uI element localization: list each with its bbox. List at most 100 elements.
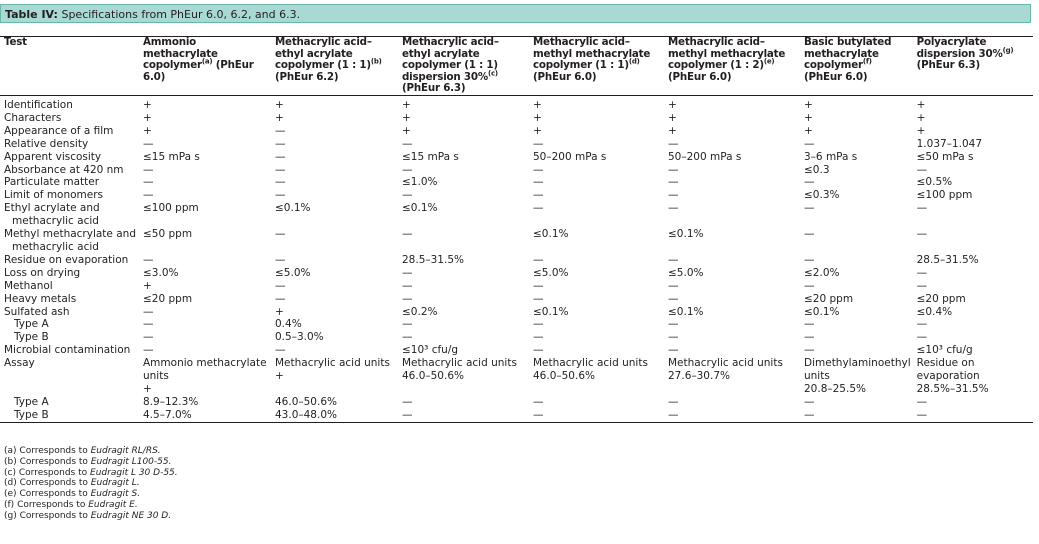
row-label: Loss on drying: [4, 266, 81, 279]
footnote-mark: (b): [4, 456, 17, 467]
table-head: Test Ammonio methacrylate copolymer(a) (P…: [0, 36, 1033, 96]
cell: —: [143, 253, 154, 266]
row-label: Apparent viscosity: [4, 150, 102, 163]
cell-line: Methacrylic acid units: [533, 357, 648, 370]
cell: +: [668, 111, 677, 124]
cell: —: [804, 279, 815, 292]
cell: ≤0.1%: [668, 305, 704, 318]
cell: —: [804, 228, 815, 241]
cell: —: [804, 318, 815, 331]
cell: ≤100 ppm: [916, 189, 973, 202]
cell: ≤50 mPa s: [916, 150, 974, 163]
table-row: Microbial contamination — — ≤10³ cfu/g — — — ≤1…: [0, 344, 1033, 357]
cell: —: [533, 318, 544, 331]
cell: —: [533, 176, 544, 189]
cell: ≤10³ cfu/g: [402, 344, 459, 357]
table-row: Identification + + + + + + +: [0, 96, 1033, 112]
cell: 50–200 mPa s: [668, 150, 742, 163]
cell: —: [143, 344, 154, 357]
footnote-mark: (f): [4, 499, 15, 510]
footnote-text: Corresponds to: [17, 499, 86, 510]
row-label: Limit of monomers: [4, 189, 104, 202]
row-label: Sulfated ash: [4, 305, 70, 318]
cell: —: [143, 176, 154, 189]
cell: +: [804, 124, 813, 137]
cell: Methacrylic acid units +: [271, 357, 398, 396]
footnotes: (a) Corresponds to Eudragit RL/RS. (b) Co…: [4, 446, 178, 522]
cell: +: [143, 99, 152, 111]
cell: ≤5.0%: [668, 266, 704, 279]
footnote-mark: (a): [4, 446, 17, 456]
cell: ≤15 mPa s: [402, 150, 459, 163]
table-title: Table IV: Specifications from PhEur 6.0,…: [0, 4, 1031, 23]
table-row: Sulfated ash — + ≤0.2% ≤0.1% ≤0.1% ≤0.1% ≤0.4%: [0, 306, 1033, 319]
table-row: Assay Ammonio methacrylate units + Methacry…: [0, 357, 1033, 396]
cell: —: [275, 150, 286, 163]
column-name: Ammonio methacrylate copolymer: [143, 36, 218, 72]
cell: —: [275, 189, 286, 202]
cell: +: [275, 305, 284, 318]
edition: (PhEur 6.0): [533, 70, 597, 83]
footnote-product: Eudragit RL/RS.: [90, 446, 161, 456]
footnote-text: Corresponds to: [19, 456, 88, 467]
cell: —: [916, 202, 928, 215]
footnote-product: Eudragit E.: [88, 499, 138, 510]
cell-line: +: [143, 382, 152, 395]
footnote-product: Eudragit L.: [90, 478, 140, 489]
cell: —: [668, 292, 679, 305]
cell: +: [143, 111, 152, 124]
cell: +: [804, 111, 813, 124]
table-row: Absorbance at 420 nm — — — — — ≤0.3 —: [0, 164, 1033, 177]
cell: 0.5–3.0%: [275, 331, 324, 344]
row-label: Residue on evaporation: [4, 253, 129, 266]
cell: ≤20 ppm: [143, 292, 193, 305]
cell: —: [533, 163, 544, 176]
cell: —: [402, 292, 413, 305]
cell: ≤3.0%: [143, 266, 179, 279]
cell: —: [668, 137, 679, 150]
footnote-product: Eudragit NE 30 D.: [90, 510, 172, 521]
cell: —: [668, 176, 679, 189]
cell: —: [402, 318, 413, 331]
footnote: (g) Corresponds to Eudragit NE 30 D.: [4, 511, 178, 522]
cell: —: [533, 189, 544, 202]
cell: ≤10³ cfu/g: [916, 344, 973, 357]
cell: +: [402, 99, 411, 111]
cell: —: [533, 292, 544, 305]
row-label: Relative density: [4, 137, 89, 150]
cell: —: [402, 137, 413, 150]
row-label: Absorbance at 420 nm: [4, 163, 124, 176]
cell-line: 20.8–25.5%: [804, 382, 866, 395]
cell-line: Methacrylic acid units: [275, 357, 390, 370]
cell: +: [668, 124, 677, 137]
cell: —: [143, 163, 154, 176]
footnote-ref: (e): [763, 57, 775, 66]
cell: ≤0.1%: [668, 228, 704, 241]
table-row: Type A — 0.4% — — — — —: [0, 318, 1033, 331]
cell-line: Methacrylic acid units: [668, 357, 783, 370]
cell: —: [275, 228, 286, 241]
cell: —: [533, 202, 544, 215]
cell: —: [402, 163, 413, 176]
cell: +: [402, 111, 411, 124]
table-row: Type A 8.9–12.3% 46.0–50.6% — — — — —: [0, 396, 1033, 409]
footnote-text: Corresponds to: [19, 510, 88, 521]
cell: —: [533, 408, 544, 421]
cell: —: [275, 292, 286, 305]
cell: ≤1.0%: [402, 176, 438, 189]
cell: —: [668, 279, 679, 292]
cell: 3–6 mPa s: [804, 150, 858, 163]
cell: —: [804, 344, 815, 357]
footnote-ref: (d): [628, 57, 640, 66]
cell: —: [275, 124, 286, 137]
table-row: Particulate matter — — ≤1.0% — — — ≤0.5%: [0, 176, 1033, 189]
column-name: Basic butylated methacrylate copolymer: [804, 36, 892, 72]
cell: —: [668, 318, 679, 331]
cell: ≤5.0%: [275, 266, 311, 279]
table-row: Relative density — — — — — — 1.037–1.047: [0, 138, 1033, 151]
cell: —: [275, 163, 286, 176]
column-name: Methacrylic acid–methyl methacrylate cop…: [668, 36, 786, 72]
edition: (PhEur 6.0): [143, 59, 254, 83]
row-label: Type B: [14, 331, 49, 344]
